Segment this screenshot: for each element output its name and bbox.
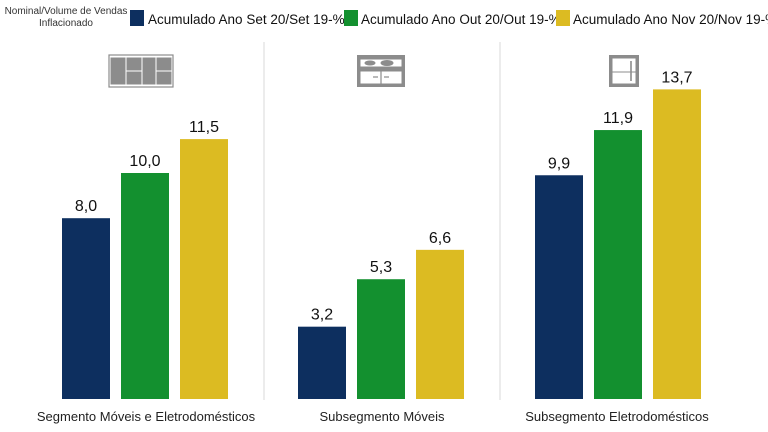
refrigerator-icon	[609, 55, 639, 87]
bar	[653, 89, 701, 399]
kitchen-cabinet-icon	[357, 55, 405, 87]
bar	[180, 139, 228, 399]
bar	[594, 130, 642, 399]
legend-label-series3: Acumulado Ano Nov 20/Nov 19-%	[573, 12, 768, 27]
data-label: 3,2	[311, 307, 333, 324]
bar	[298, 326, 346, 399]
data-label: 11,9	[603, 110, 633, 127]
bar	[62, 218, 110, 399]
data-label: 13,7	[661, 69, 692, 86]
category-label: Subsegmento Eletrodomésticos	[525, 409, 709, 424]
bar	[416, 249, 464, 399]
legend: Acumulado Ano Set 20/Set 19-% Acumulado …	[130, 10, 768, 27]
legend-swatch-series3	[556, 10, 570, 26]
bar	[535, 175, 583, 399]
data-label: 6,6	[429, 230, 451, 247]
bar	[121, 173, 169, 399]
legend-swatch-series1	[130, 10, 144, 26]
chart-note-line2: Inflacionado	[39, 18, 93, 29]
legend-swatch-series2	[344, 10, 358, 26]
appliances-icon	[108, 54, 174, 88]
legend-label-series2: Acumulado Ano Out 20/Out 19-%	[361, 12, 561, 27]
chart-note-line1: Nominal/Volume de Vendas	[5, 6, 128, 17]
bar	[357, 279, 405, 399]
value-label-layer: 8,0 10,0 11,5 3,2 5,3 6,6 9,9 11,9 13,7	[75, 69, 693, 323]
bar-layer	[62, 89, 701, 399]
data-label: 11,5	[189, 119, 219, 136]
data-label: 9,9	[548, 155, 570, 172]
category-label: Subsegmento Móveis	[319, 409, 445, 424]
legend-label-series1: Acumulado Ano Set 20/Set 19-%	[148, 12, 345, 27]
category-label: Segmento Móveis e Eletrodomésticos	[37, 409, 256, 424]
data-label: 8,0	[75, 198, 97, 215]
data-label: 10,0	[129, 153, 160, 170]
data-label: 5,3	[370, 259, 392, 276]
